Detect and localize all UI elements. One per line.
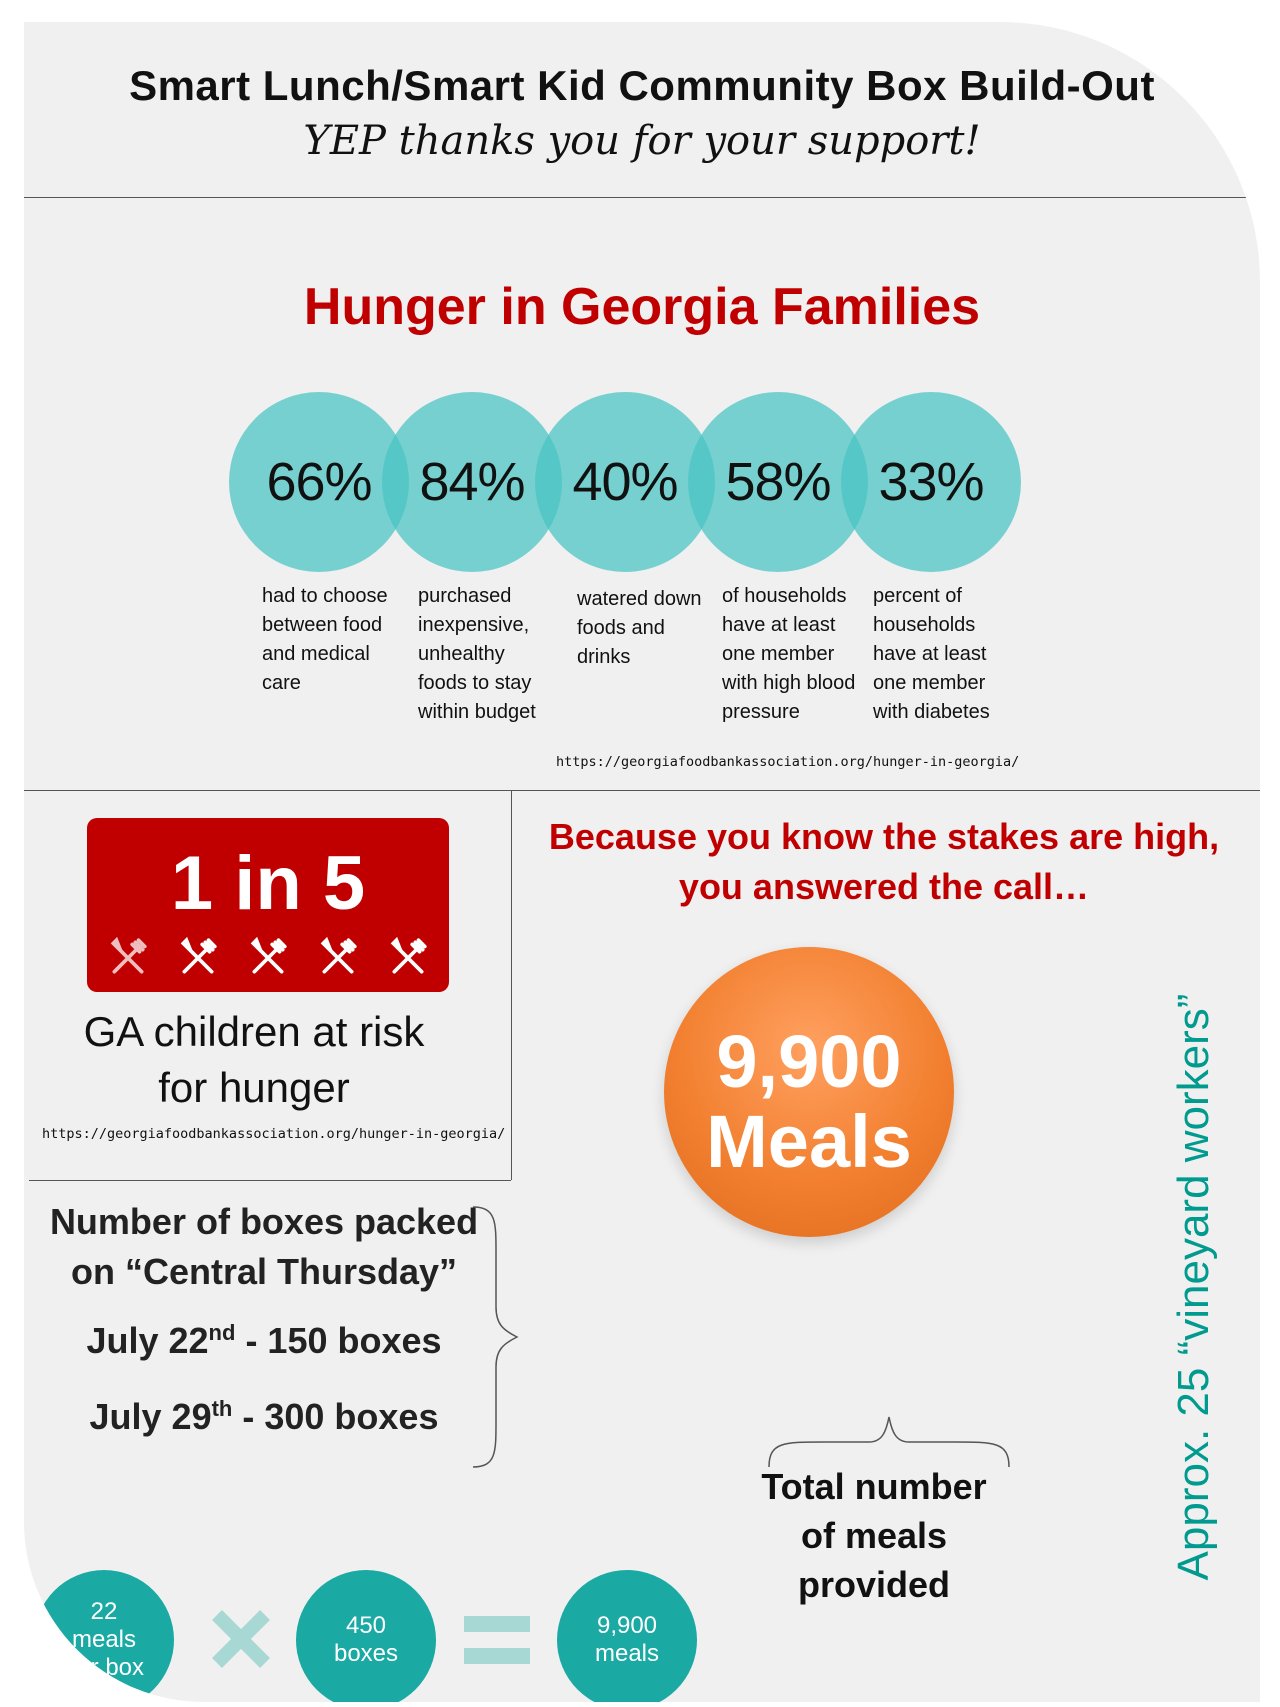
day-1-count: - 150 boxes bbox=[235, 1320, 442, 1361]
tagline: YEP thanks you for your support! bbox=[303, 118, 981, 164]
stat-description: percent of households have at least one … bbox=[873, 585, 990, 723]
stat-circle-5: 33% bbox=[841, 392, 1021, 572]
multiply-icon bbox=[212, 1610, 270, 1668]
boxes-day-2: July 29th - 300 boxes bbox=[24, 1396, 504, 1438]
divider bbox=[29, 1180, 511, 1181]
workers-text: Approx. 25 “vineyard workers” bbox=[1169, 993, 1218, 1581]
result-text: 9,900 meals bbox=[594, 1612, 660, 1667]
stat-value: 66% bbox=[266, 452, 372, 512]
boxes-circle: 450 boxes bbox=[296, 1570, 436, 1702]
meals-word: Meals bbox=[706, 1100, 912, 1183]
day-2-suffix: th bbox=[211, 1396, 233, 1421]
boxes-day-1: July 22nd - 150 boxes bbox=[24, 1320, 504, 1362]
risk-source-link[interactable]: https://georgiafoodbankassociation.org/h… bbox=[42, 1126, 506, 1142]
risk-label: GA children at risk for hunger bbox=[83, 1008, 425, 1111]
stat-circle-3: 40% bbox=[535, 392, 715, 572]
meals-total-circle: 9,900 Meals bbox=[664, 947, 954, 1237]
result-circle: 9,900 meals bbox=[557, 1570, 697, 1702]
page-title: Smart Lunch/Smart Kid Community Box Buil… bbox=[129, 62, 1155, 109]
divider bbox=[24, 790, 1260, 791]
stat-circle-2: 84% bbox=[382, 392, 562, 572]
risk-value: 1 in 5 bbox=[170, 841, 366, 926]
fork-knife-icon bbox=[180, 936, 217, 974]
risk-box: 1 in 5 bbox=[87, 818, 449, 992]
stat-value: 58% bbox=[725, 452, 831, 512]
stakes-line-2: you answered the call… bbox=[678, 866, 1090, 907]
fork-knife-icon bbox=[390, 936, 427, 974]
fork-knife-icon bbox=[110, 936, 147, 974]
boxes-heading: Number of boxes packed on “Central Thurs… bbox=[49, 1201, 479, 1292]
cutlery-row bbox=[87, 936, 449, 978]
divider bbox=[24, 197, 1260, 198]
stat-circle-4: 58% bbox=[688, 392, 868, 572]
day-1-date: July 22 bbox=[86, 1320, 209, 1361]
brace-horizontal bbox=[768, 1416, 1010, 1468]
stakes-line-1: Because you know the stakes are high, bbox=[548, 816, 1220, 857]
brace-vertical bbox=[472, 1206, 519, 1468]
meals-per-box-circle: 22 meals per box bbox=[34, 1570, 174, 1702]
fork-knife-icon bbox=[250, 936, 287, 974]
stat-description: purchased inexpensive, unhealthy foods t… bbox=[418, 585, 536, 723]
stakes-heading: Because you know the stakes are high, yo… bbox=[514, 812, 1254, 912]
infographic-panel: Smart Lunch/Smart Kid Community Box Buil… bbox=[24, 22, 1260, 1702]
stat-description: watered down foods and drinks bbox=[577, 588, 702, 668]
day-1-suffix: nd bbox=[208, 1320, 236, 1345]
stat-value: 84% bbox=[419, 452, 525, 512]
hunger-source-link[interactable]: https://georgiafoodbankassociation.org/h… bbox=[556, 754, 1020, 770]
stat-value: 40% bbox=[572, 452, 678, 512]
stat-description: had to choose between food and medical c… bbox=[262, 585, 388, 694]
boxes-text: 450 boxes bbox=[333, 1612, 399, 1667]
day-2-date: July 29 bbox=[89, 1396, 212, 1437]
fork-knife-icon bbox=[320, 936, 357, 974]
stat-value: 33% bbox=[878, 452, 984, 512]
stat-circle-1: 66% bbox=[229, 392, 409, 572]
stat-description: of households have at least one member w… bbox=[722, 585, 856, 723]
workers-note: Approx. 25 “vineyard workers” bbox=[1164, 937, 1224, 1637]
equals-icon bbox=[464, 1616, 530, 1664]
day-2-count: - 300 boxes bbox=[232, 1396, 439, 1437]
meals-count: 9,900 bbox=[716, 1020, 902, 1103]
total-meals-label: Total number of meals provided bbox=[761, 1466, 987, 1605]
meals-per-box-text: 22 meals per box bbox=[63, 1598, 145, 1681]
divider-vertical bbox=[511, 790, 512, 1180]
hunger-section-title: Hunger in Georgia Families bbox=[303, 278, 981, 336]
